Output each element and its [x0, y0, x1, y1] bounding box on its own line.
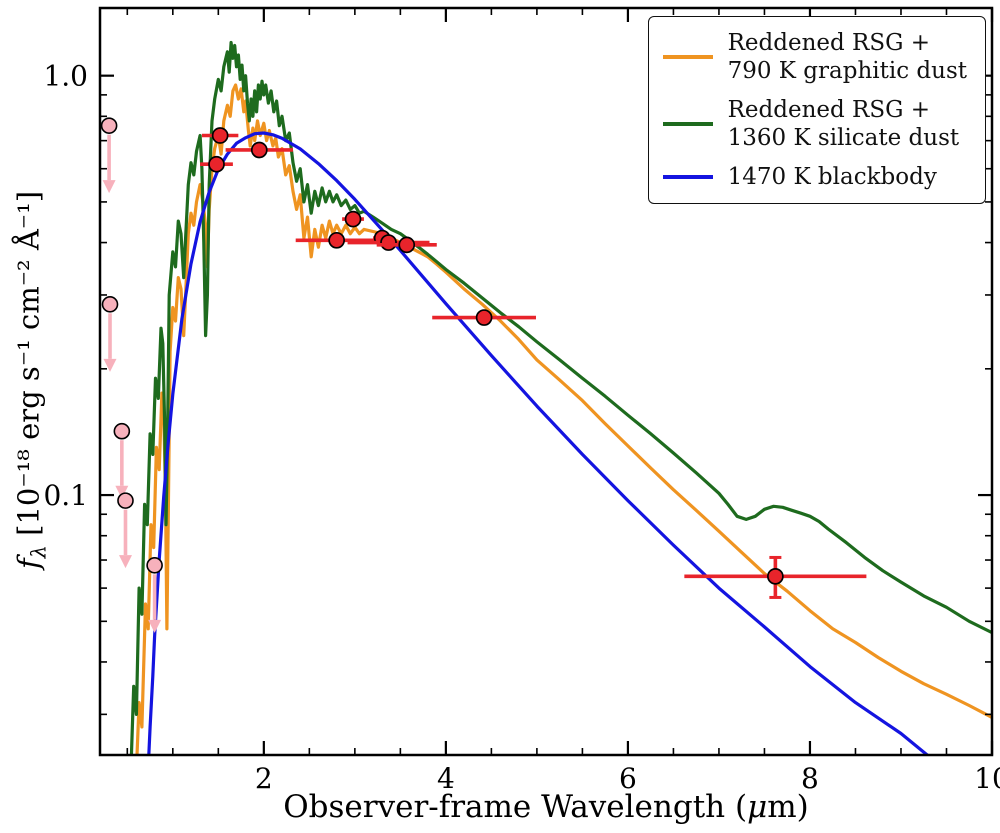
y-axis-label-f: f — [11, 558, 46, 570]
y-axis-label-units: [10⁻¹⁸ erg s⁻¹ cm⁻² Å⁻¹] — [11, 190, 46, 546]
x-axis-label-mu: μ — [747, 789, 768, 825]
svg-text:2: 2 — [255, 762, 273, 795]
x-axis-label-pre: Observer-frame Wavelength ( — [283, 789, 748, 825]
legend-item-silicate-dust: Reddened RSG + 1360 K silicate dust — [662, 96, 967, 152]
svg-text:10: 10 — [974, 762, 1000, 795]
x-axis-label: Observer-frame Wavelength (μm) — [283, 789, 808, 825]
svg-text:1.0: 1.0 — [43, 60, 88, 93]
x-axis-label-post: m) — [767, 789, 809, 825]
legend-label-blackbody: 1470 K blackbody — [727, 164, 937, 191]
legend-line-graphitic-swatch — [662, 55, 713, 60]
legend-label-silicate: Reddened RSG + 1360 K silicate dust — [727, 97, 960, 152]
legend-item-graphitic-dust: Reddened RSG + 790 K graphitic dust — [662, 29, 967, 85]
legend-item-blackbody: 1470 K blackbody — [662, 163, 967, 191]
svg-text:4: 4 — [437, 762, 455, 795]
y-axis-label-lambda: λ — [26, 545, 51, 559]
svg-text:8: 8 — [801, 762, 819, 795]
legend-line-silicate-swatch — [662, 122, 713, 127]
legend: Reddened RSG + 790 K graphitic dust Redd… — [647, 16, 986, 205]
legend-line-blackbody-swatch — [662, 175, 713, 180]
svg-text:0.1: 0.1 — [43, 479, 88, 512]
legend-label-graphitic: Reddened RSG + 790 K graphitic dust — [727, 30, 967, 85]
svg-text:6: 6 — [619, 762, 637, 795]
y-axis-label: fλ [10⁻¹⁸ erg s⁻¹ cm⁻² Å⁻¹] — [12, 191, 51, 569]
